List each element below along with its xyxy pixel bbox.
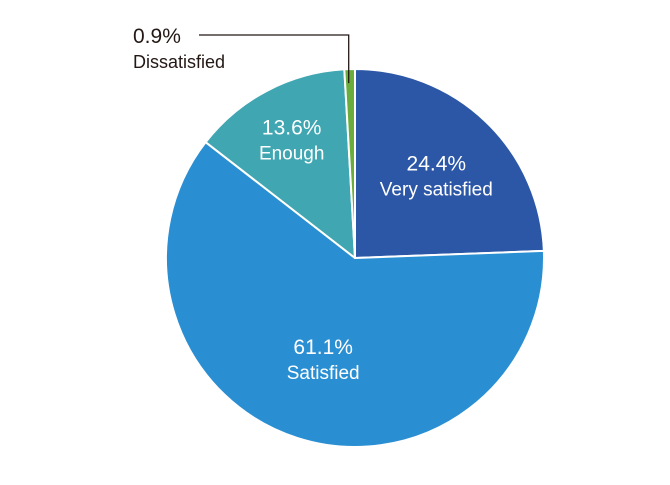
slice-label-dissatisfied: 0.9% Dissatisfied <box>133 25 225 72</box>
labels-layer: 24.4% Very satisfied 61.1% Satisfied 13.6% En… <box>133 25 493 384</box>
slice-category-label: Satisfied <box>287 363 360 384</box>
pie-slice-enough <box>204 68 356 259</box>
slice-category-label: Enough <box>259 144 325 165</box>
slices-layer <box>165 67 545 448</box>
slice-value-label: 24.4% <box>407 153 467 176</box>
slice-category-label: Very satisfied <box>380 180 493 201</box>
slice-label-very-satisfied: 24.4% Very satisfied <box>380 153 493 201</box>
callout-line-dissatisfied <box>199 34 350 84</box>
pie-slice-very-satisfied <box>354 68 545 259</box>
callout-layer <box>199 34 350 84</box>
slice-value-label: 13.6% <box>262 117 322 140</box>
slice-value-label: 0.9% <box>133 25 181 48</box>
slice-label-enough: 13.6% Enough <box>259 117 325 165</box>
slice-category-label: Dissatisfied <box>133 52 225 72</box>
pie-slice-dissatisfied <box>343 67 356 259</box>
slice-value-label: 61.1% <box>293 336 353 359</box>
slice-label-satisfied: 61.1% Satisfied <box>287 336 360 384</box>
pie-slice-satisfied <box>165 141 545 448</box>
